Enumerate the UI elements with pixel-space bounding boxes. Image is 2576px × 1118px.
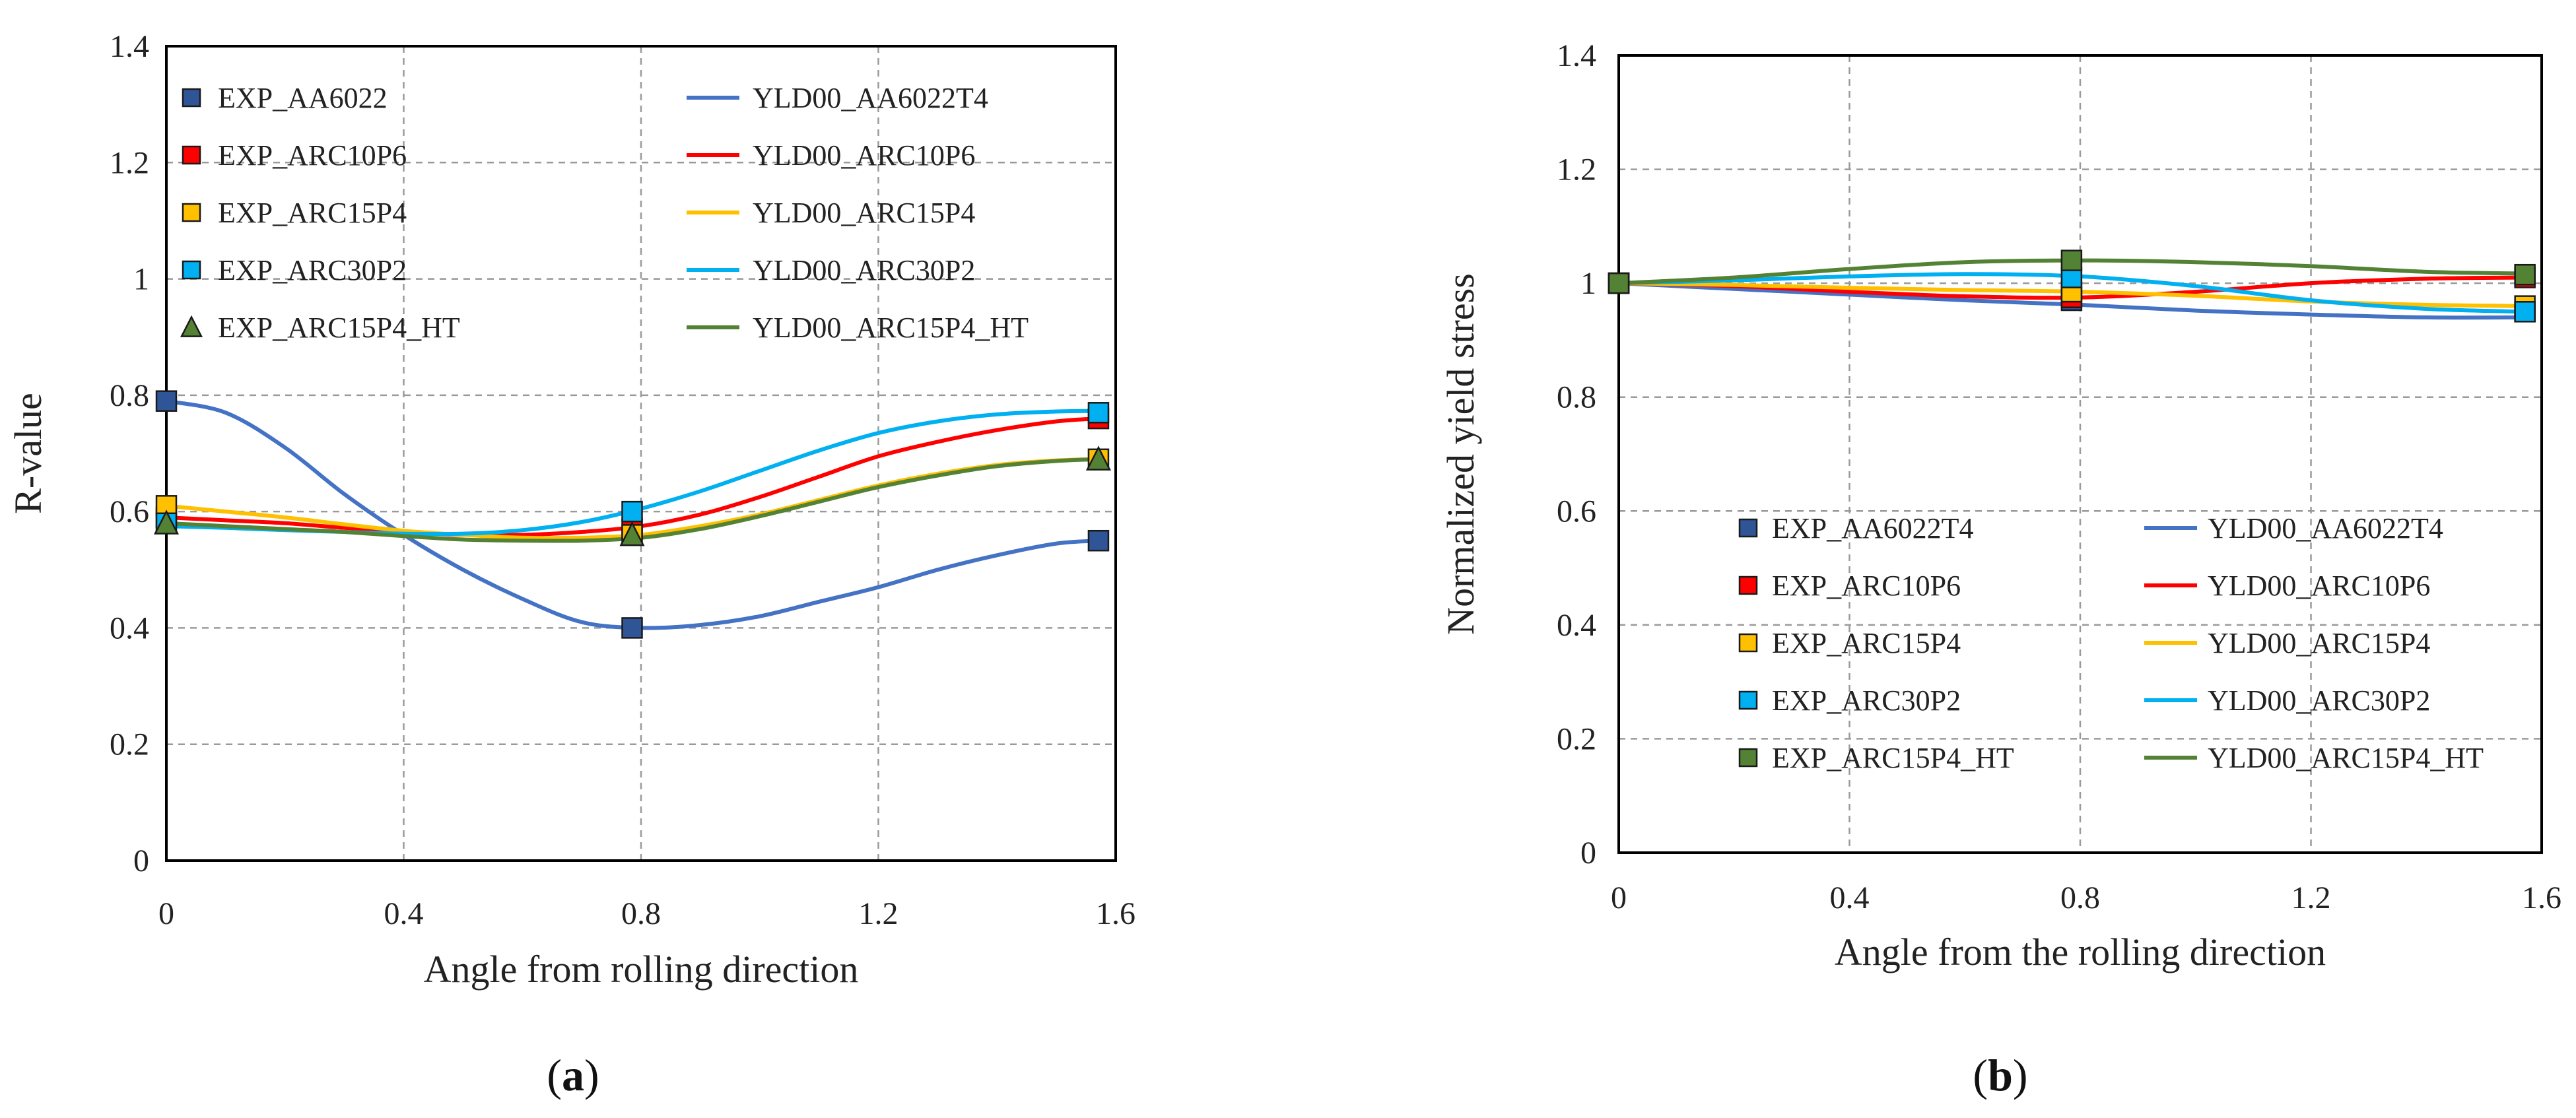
legend-marker-exp-arc15p4-ht — [180, 315, 203, 337]
experimental-markers-b — [1608, 249, 2536, 323]
x-axis-title-b: Angle from the rolling direction — [1835, 931, 2326, 973]
marker-exp-arc15p4-ht — [619, 521, 645, 546]
x-tick-label: 0.4 — [384, 896, 424, 931]
marker-exp-arc15p4-ht — [1085, 445, 1111, 471]
y-axis-title-b: Normalized yield stress — [1439, 273, 1482, 635]
marker-exp-arc30p2 — [2514, 301, 2536, 323]
y-tick-label: 1 — [1580, 266, 1596, 301]
chart-a: 0 0.2 0.4 0.6 0.8 1 1.2 1.4 0 0.4 0.8 1.2 1.6 Angle… — [7, 29, 1135, 1100]
y-tick-label: 1.4 — [110, 29, 149, 64]
legend-label-yld00-arc10p6: YLD00_ARC10P6 — [753, 139, 975, 172]
legend-marker-exp-arc30p2 — [182, 260, 201, 280]
y-tick-labels-b: 0 0.2 0.4 0.6 0.8 1 1.2 1.4 — [1557, 38, 1596, 871]
marker-exp-arc15p4-ht — [1608, 272, 1630, 294]
gridlines-b — [1619, 55, 2542, 853]
marker-exp-aa6022 — [621, 617, 643, 639]
y-tick-label: 1.2 — [110, 145, 149, 180]
x-tick-label: 0.8 — [621, 896, 661, 931]
legend-label-yld00-arc30p2: YLD00_ARC30P2 — [753, 254, 975, 286]
y-tick-label: 0 — [133, 843, 149, 878]
marker-exp-aa6022 — [155, 390, 178, 412]
legend-marker-exp-aa6022 — [182, 88, 201, 108]
legend-label-exp-arc10p6: EXP_ARC10P6 — [218, 139, 407, 172]
legend-label-yld00-arc15p4: YLD00_ARC15P4 — [753, 197, 975, 229]
legend-label-exp-aa6022t4: EXP_AA6022T4 — [1772, 512, 1974, 544]
legend-label-exp-arc15p4: EXP_ARC15P4 — [218, 197, 407, 229]
legend-label-yld00-arc15p4-ht: YLD00_ARC15P4_HT — [753, 312, 1029, 344]
legend-marker-exp-arc15p4-ht — [1738, 748, 1758, 768]
legend-marker-exp-arc10p6 — [182, 145, 201, 165]
x-tick-labels-b: 0 0.4 0.8 1.2 1.6 — [1611, 880, 2561, 915]
legend-a: EXP_AA6022 EXP_ARC10P6 EXP_ARC15P4 EXP_ARC3… — [180, 82, 1029, 344]
x-axis-title-a: Angle from rolling direction — [424, 948, 859, 991]
x-tick-label: 0.8 — [2060, 880, 2100, 915]
legend-label-exp-arc15p4-ht: EXP_ARC15P4_HT — [1772, 742, 2014, 774]
marker-exp-arc30p2 — [621, 500, 643, 523]
legend-marker-exp-arc30p2 — [1738, 690, 1758, 710]
x-tick-label: 0.4 — [1830, 880, 1870, 915]
y-tick-label: 0.4 — [110, 610, 149, 645]
plot-frame-b — [1617, 54, 2543, 854]
legend-label-exp-arc15p4-ht: EXP_ARC15P4_HT — [218, 312, 460, 344]
y-axis-title-a: R-value — [7, 393, 50, 514]
marker-exp-arc30p2 — [1087, 402, 1110, 424]
legend-marker-exp-arc15p4 — [1738, 633, 1758, 653]
x-tick-label: 1.6 — [1096, 896, 1135, 931]
legend-marker-exp-aa6022t4 — [1738, 518, 1758, 538]
x-tick-labels-a: 0 0.4 0.8 1.2 1.6 — [158, 896, 1135, 931]
y-tick-label: 1 — [133, 262, 149, 297]
y-tick-label: 0.6 — [1557, 494, 1596, 529]
marker-exp-arc15p4-ht — [153, 510, 180, 535]
plot-frame-a — [165, 45, 1117, 862]
chart-b: 0 0.2 0.4 0.6 0.8 1 1.2 1.4 0 0.4 0.8 1.2 1.6 Angle… — [1439, 38, 2561, 1100]
legend-label-yld00-arc10p6: YLD00_ARC10P6 — [2208, 570, 2430, 602]
y-tick-label: 0.8 — [1557, 380, 1596, 415]
y-tick-label: 1.4 — [1557, 38, 1596, 73]
legend-label-exp-arc15p4: EXP_ARC15P4 — [1772, 627, 1961, 659]
y-tick-label: 0.6 — [110, 494, 149, 529]
x-tick-label: 0 — [158, 896, 174, 931]
legend-label-yld00-arc15p4: YLD00_ARC15P4 — [2208, 627, 2430, 659]
legend-label-yld00-aa6022t4: YLD00_AA6022T4 — [753, 82, 988, 114]
x-tick-label: 1.6 — [2522, 880, 2561, 915]
legend-label-yld00-aa6022t4: YLD00_AA6022T4 — [2208, 512, 2443, 544]
legend-b: EXP_AA6022T4 EXP_ARC10P6 EXP_ARC15P4 EXP_AR… — [1738, 512, 2484, 774]
y-tick-label: 0.4 — [1557, 608, 1596, 643]
y-tick-label: 0 — [1580, 836, 1596, 871]
x-tick-label: 1.2 — [859, 896, 898, 931]
legend-label-yld00-arc30p2: YLD00_ARC30P2 — [2208, 684, 2430, 717]
legend-label-exp-arc30p2: EXP_ARC30P2 — [1772, 684, 1961, 717]
marker-exp-arc15p4-ht — [2514, 263, 2536, 286]
y-tick-label: 1.2 — [1557, 152, 1596, 187]
marker-exp-arc15p4-ht — [2060, 249, 2083, 271]
legend-label-exp-aa6022: EXP_AA6022 — [218, 82, 388, 114]
y-tick-labels-a: 0 0.2 0.4 0.6 0.8 1 1.2 1.4 — [110, 29, 149, 878]
x-tick-label: 0 — [1611, 880, 1627, 915]
legend-marker-exp-arc15p4 — [182, 203, 201, 222]
legend-marker-exp-arc10p6 — [1738, 575, 1758, 595]
panel-label-a: (a) — [547, 1050, 599, 1100]
y-tick-label: 0.2 — [110, 727, 149, 762]
y-tick-label: 0.2 — [1557, 721, 1596, 756]
legend-label-yld00-arc15p4-ht: YLD00_ARC15P4_HT — [2208, 742, 2484, 774]
legend-label-exp-arc10p6: EXP_ARC10P6 — [1772, 570, 1961, 602]
x-tick-label: 1.2 — [2291, 880, 2331, 915]
experimental-markers-a — [153, 390, 1111, 639]
y-tick-label: 0.8 — [110, 378, 149, 413]
gridlines-a — [166, 46, 1116, 861]
legend-label-exp-arc30p2: EXP_ARC30P2 — [218, 254, 407, 286]
marker-exp-aa6022 — [1087, 529, 1110, 552]
panel-label-b: (b) — [1973, 1050, 2027, 1100]
